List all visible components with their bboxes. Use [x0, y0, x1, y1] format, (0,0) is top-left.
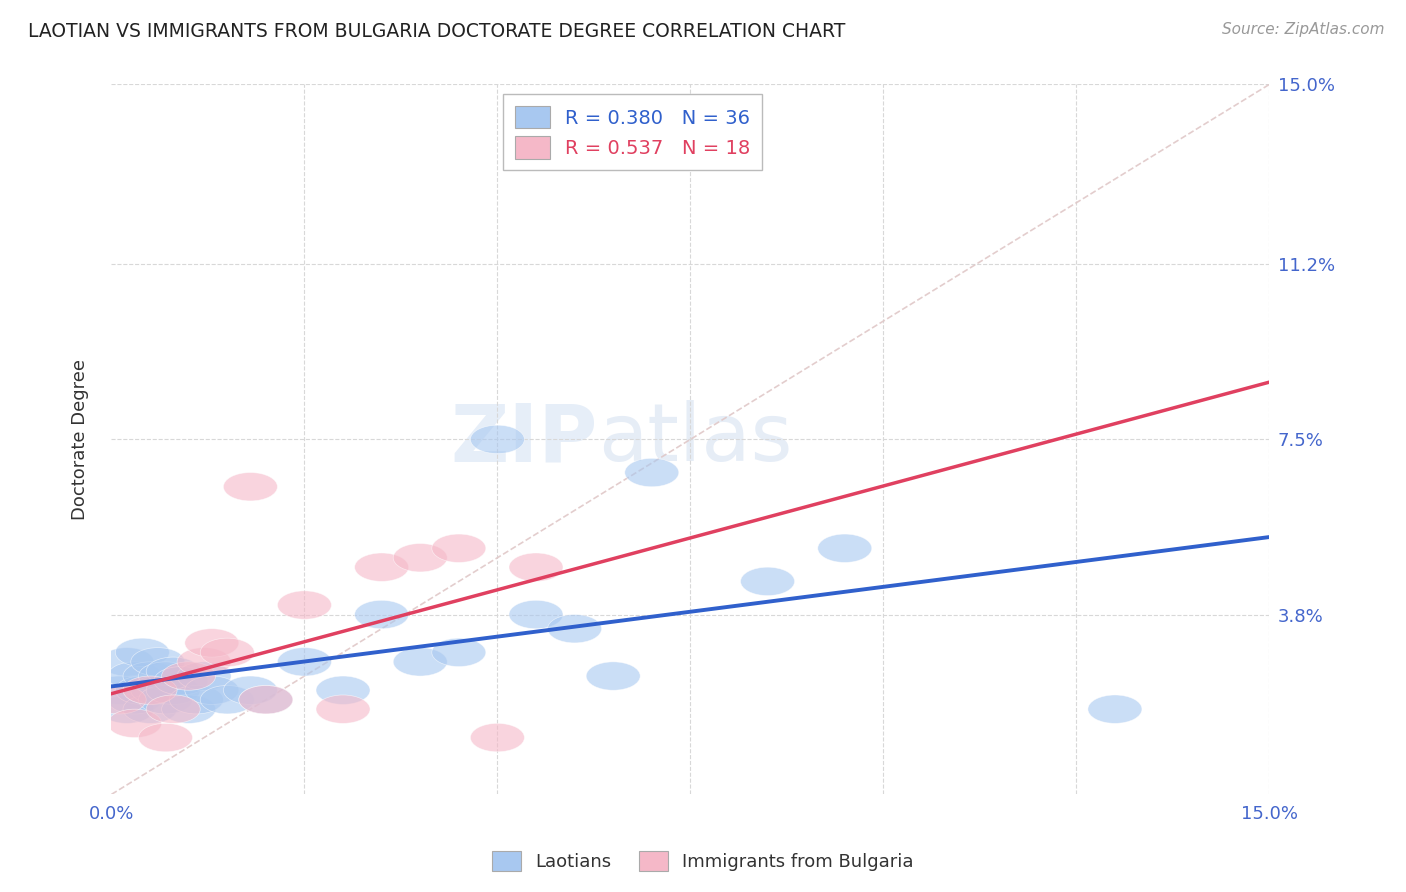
- Ellipse shape: [200, 638, 254, 666]
- Ellipse shape: [108, 662, 162, 690]
- Y-axis label: Doctorate Degree: Doctorate Degree: [72, 359, 89, 520]
- Ellipse shape: [354, 600, 409, 629]
- Ellipse shape: [277, 648, 332, 676]
- Ellipse shape: [316, 676, 370, 705]
- Ellipse shape: [239, 686, 292, 714]
- Ellipse shape: [138, 723, 193, 752]
- Ellipse shape: [177, 662, 231, 690]
- Ellipse shape: [354, 553, 409, 582]
- Text: LAOTIAN VS IMMIGRANTS FROM BULGARIA DOCTORATE DEGREE CORRELATION CHART: LAOTIAN VS IMMIGRANTS FROM BULGARIA DOCT…: [28, 22, 845, 41]
- Ellipse shape: [177, 648, 231, 676]
- Text: Source: ZipAtlas.com: Source: ZipAtlas.com: [1222, 22, 1385, 37]
- Ellipse shape: [509, 600, 562, 629]
- Ellipse shape: [741, 567, 794, 596]
- Ellipse shape: [224, 676, 277, 705]
- Ellipse shape: [131, 676, 184, 705]
- Ellipse shape: [394, 648, 447, 676]
- Ellipse shape: [184, 676, 239, 705]
- Ellipse shape: [586, 662, 640, 690]
- Ellipse shape: [547, 615, 602, 643]
- Ellipse shape: [124, 662, 177, 690]
- Ellipse shape: [146, 657, 200, 686]
- Legend: R = 0.380   N = 36, R = 0.537   N = 18: R = 0.380 N = 36, R = 0.537 N = 18: [503, 95, 762, 170]
- Ellipse shape: [471, 723, 524, 752]
- Ellipse shape: [138, 686, 193, 714]
- Ellipse shape: [316, 695, 370, 723]
- Ellipse shape: [153, 666, 208, 695]
- Ellipse shape: [93, 686, 146, 714]
- Ellipse shape: [162, 662, 215, 690]
- Ellipse shape: [200, 686, 254, 714]
- Ellipse shape: [162, 695, 215, 723]
- Ellipse shape: [169, 686, 224, 714]
- Ellipse shape: [100, 648, 153, 676]
- Ellipse shape: [115, 676, 169, 705]
- Ellipse shape: [100, 695, 153, 723]
- Ellipse shape: [224, 473, 277, 501]
- Ellipse shape: [509, 553, 562, 582]
- Ellipse shape: [184, 629, 239, 657]
- Ellipse shape: [432, 638, 486, 666]
- Legend: Laotians, Immigrants from Bulgaria: Laotians, Immigrants from Bulgaria: [485, 844, 921, 879]
- Ellipse shape: [138, 662, 193, 690]
- Ellipse shape: [432, 534, 486, 563]
- Ellipse shape: [93, 676, 146, 705]
- Text: ZIP: ZIP: [450, 401, 598, 478]
- Ellipse shape: [124, 676, 177, 705]
- Ellipse shape: [1088, 695, 1142, 723]
- Ellipse shape: [124, 695, 177, 723]
- Ellipse shape: [818, 534, 872, 563]
- Ellipse shape: [471, 425, 524, 454]
- Ellipse shape: [146, 676, 200, 705]
- Text: atlas: atlas: [598, 401, 792, 478]
- Ellipse shape: [115, 638, 169, 666]
- Ellipse shape: [624, 458, 679, 487]
- Ellipse shape: [394, 543, 447, 572]
- Ellipse shape: [146, 695, 200, 723]
- Ellipse shape: [108, 709, 162, 738]
- Ellipse shape: [108, 686, 162, 714]
- Ellipse shape: [239, 686, 292, 714]
- Ellipse shape: [277, 591, 332, 619]
- Ellipse shape: [131, 648, 184, 676]
